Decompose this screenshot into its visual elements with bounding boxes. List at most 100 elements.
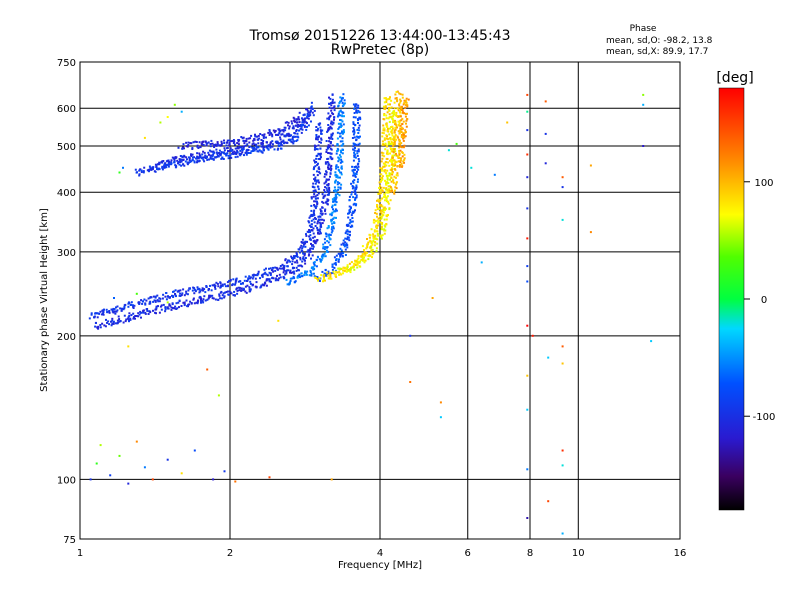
data-point bbox=[334, 171, 337, 174]
data-point bbox=[282, 130, 285, 133]
data-point bbox=[304, 240, 307, 243]
data-point bbox=[226, 147, 229, 149]
data-point bbox=[324, 246, 327, 249]
data-point bbox=[253, 143, 256, 146]
data-point bbox=[152, 309, 154, 312]
data-point bbox=[215, 148, 218, 151]
data-point bbox=[185, 292, 188, 295]
data-point bbox=[289, 281, 291, 284]
data-point bbox=[234, 156, 237, 159]
data-point bbox=[398, 103, 400, 106]
data-point bbox=[332, 227, 335, 230]
data-point bbox=[402, 103, 405, 106]
data-point bbox=[374, 209, 377, 212]
data-point bbox=[191, 156, 194, 159]
data-point bbox=[203, 288, 206, 291]
data-point bbox=[255, 148, 258, 151]
data-point bbox=[324, 209, 326, 212]
data-point bbox=[260, 150, 263, 153]
data-point bbox=[114, 312, 117, 315]
data-point bbox=[272, 277, 275, 280]
data-point bbox=[166, 159, 169, 162]
data-point bbox=[240, 136, 243, 138]
data-point bbox=[381, 197, 384, 200]
data-point bbox=[357, 148, 360, 151]
data-point bbox=[394, 121, 397, 124]
data-point bbox=[150, 168, 153, 171]
data-point bbox=[325, 200, 328, 203]
data-point bbox=[243, 154, 245, 157]
data-point bbox=[386, 195, 389, 198]
data-point bbox=[407, 98, 410, 101]
data-point bbox=[298, 264, 301, 267]
data-point bbox=[269, 267, 272, 270]
data-point bbox=[372, 235, 375, 238]
data-point bbox=[291, 122, 294, 125]
data-point bbox=[394, 164, 397, 167]
data-point bbox=[102, 313, 105, 316]
data-point bbox=[353, 268, 356, 271]
data-point bbox=[391, 148, 394, 151]
data-point bbox=[348, 205, 351, 208]
data-point bbox=[115, 306, 117, 309]
data-point bbox=[193, 160, 196, 163]
data-point bbox=[244, 140, 247, 142]
data-point bbox=[333, 262, 336, 265]
data-point bbox=[190, 160, 193, 163]
data-point bbox=[259, 286, 262, 289]
data-point bbox=[236, 149, 239, 152]
data-point bbox=[330, 122, 332, 125]
data-point bbox=[314, 197, 317, 200]
data-point bbox=[398, 153, 401, 156]
data-point bbox=[398, 149, 400, 152]
data-point bbox=[202, 150, 205, 153]
data-point bbox=[382, 162, 385, 165]
data-point bbox=[392, 110, 395, 113]
data-point bbox=[228, 143, 231, 146]
data-point bbox=[382, 124, 385, 127]
data-point bbox=[353, 130, 355, 132]
data-point bbox=[279, 265, 282, 267]
data-point bbox=[399, 130, 401, 133]
data-point bbox=[279, 276, 282, 279]
data-point bbox=[339, 140, 342, 143]
data-point bbox=[231, 151, 234, 154]
data-point bbox=[298, 273, 301, 276]
data-point bbox=[110, 320, 112, 323]
data-point bbox=[201, 287, 204, 290]
data-point bbox=[299, 276, 301, 279]
data-point bbox=[338, 110, 341, 113]
data-point bbox=[283, 269, 286, 272]
data-point bbox=[140, 169, 143, 172]
data-point bbox=[144, 303, 147, 306]
data-point bbox=[185, 141, 188, 144]
data-point bbox=[330, 121, 333, 124]
data-point bbox=[229, 147, 232, 150]
data-point bbox=[348, 209, 351, 212]
data-point bbox=[335, 152, 338, 155]
data-point bbox=[315, 135, 318, 138]
data-point bbox=[318, 141, 321, 143]
data-point bbox=[330, 212, 333, 215]
data-point bbox=[173, 161, 176, 164]
data-point bbox=[245, 137, 248, 140]
data-point bbox=[106, 321, 108, 324]
data-point bbox=[314, 218, 317, 220]
data-point bbox=[316, 163, 319, 166]
data-point bbox=[154, 163, 157, 166]
data-point bbox=[341, 254, 344, 257]
data-point bbox=[330, 167, 333, 170]
data-point bbox=[123, 306, 126, 308]
data-point bbox=[270, 269, 273, 272]
data-point bbox=[170, 162, 173, 165]
grid-lines bbox=[80, 62, 680, 539]
data-point bbox=[372, 233, 375, 236]
data-point bbox=[385, 123, 388, 125]
data-point bbox=[133, 304, 136, 307]
data-point bbox=[561, 176, 564, 179]
data-point bbox=[396, 107, 399, 110]
data-point bbox=[269, 272, 272, 275]
data-point bbox=[388, 141, 391, 144]
data-point bbox=[318, 232, 321, 235]
data-point bbox=[280, 144, 283, 147]
